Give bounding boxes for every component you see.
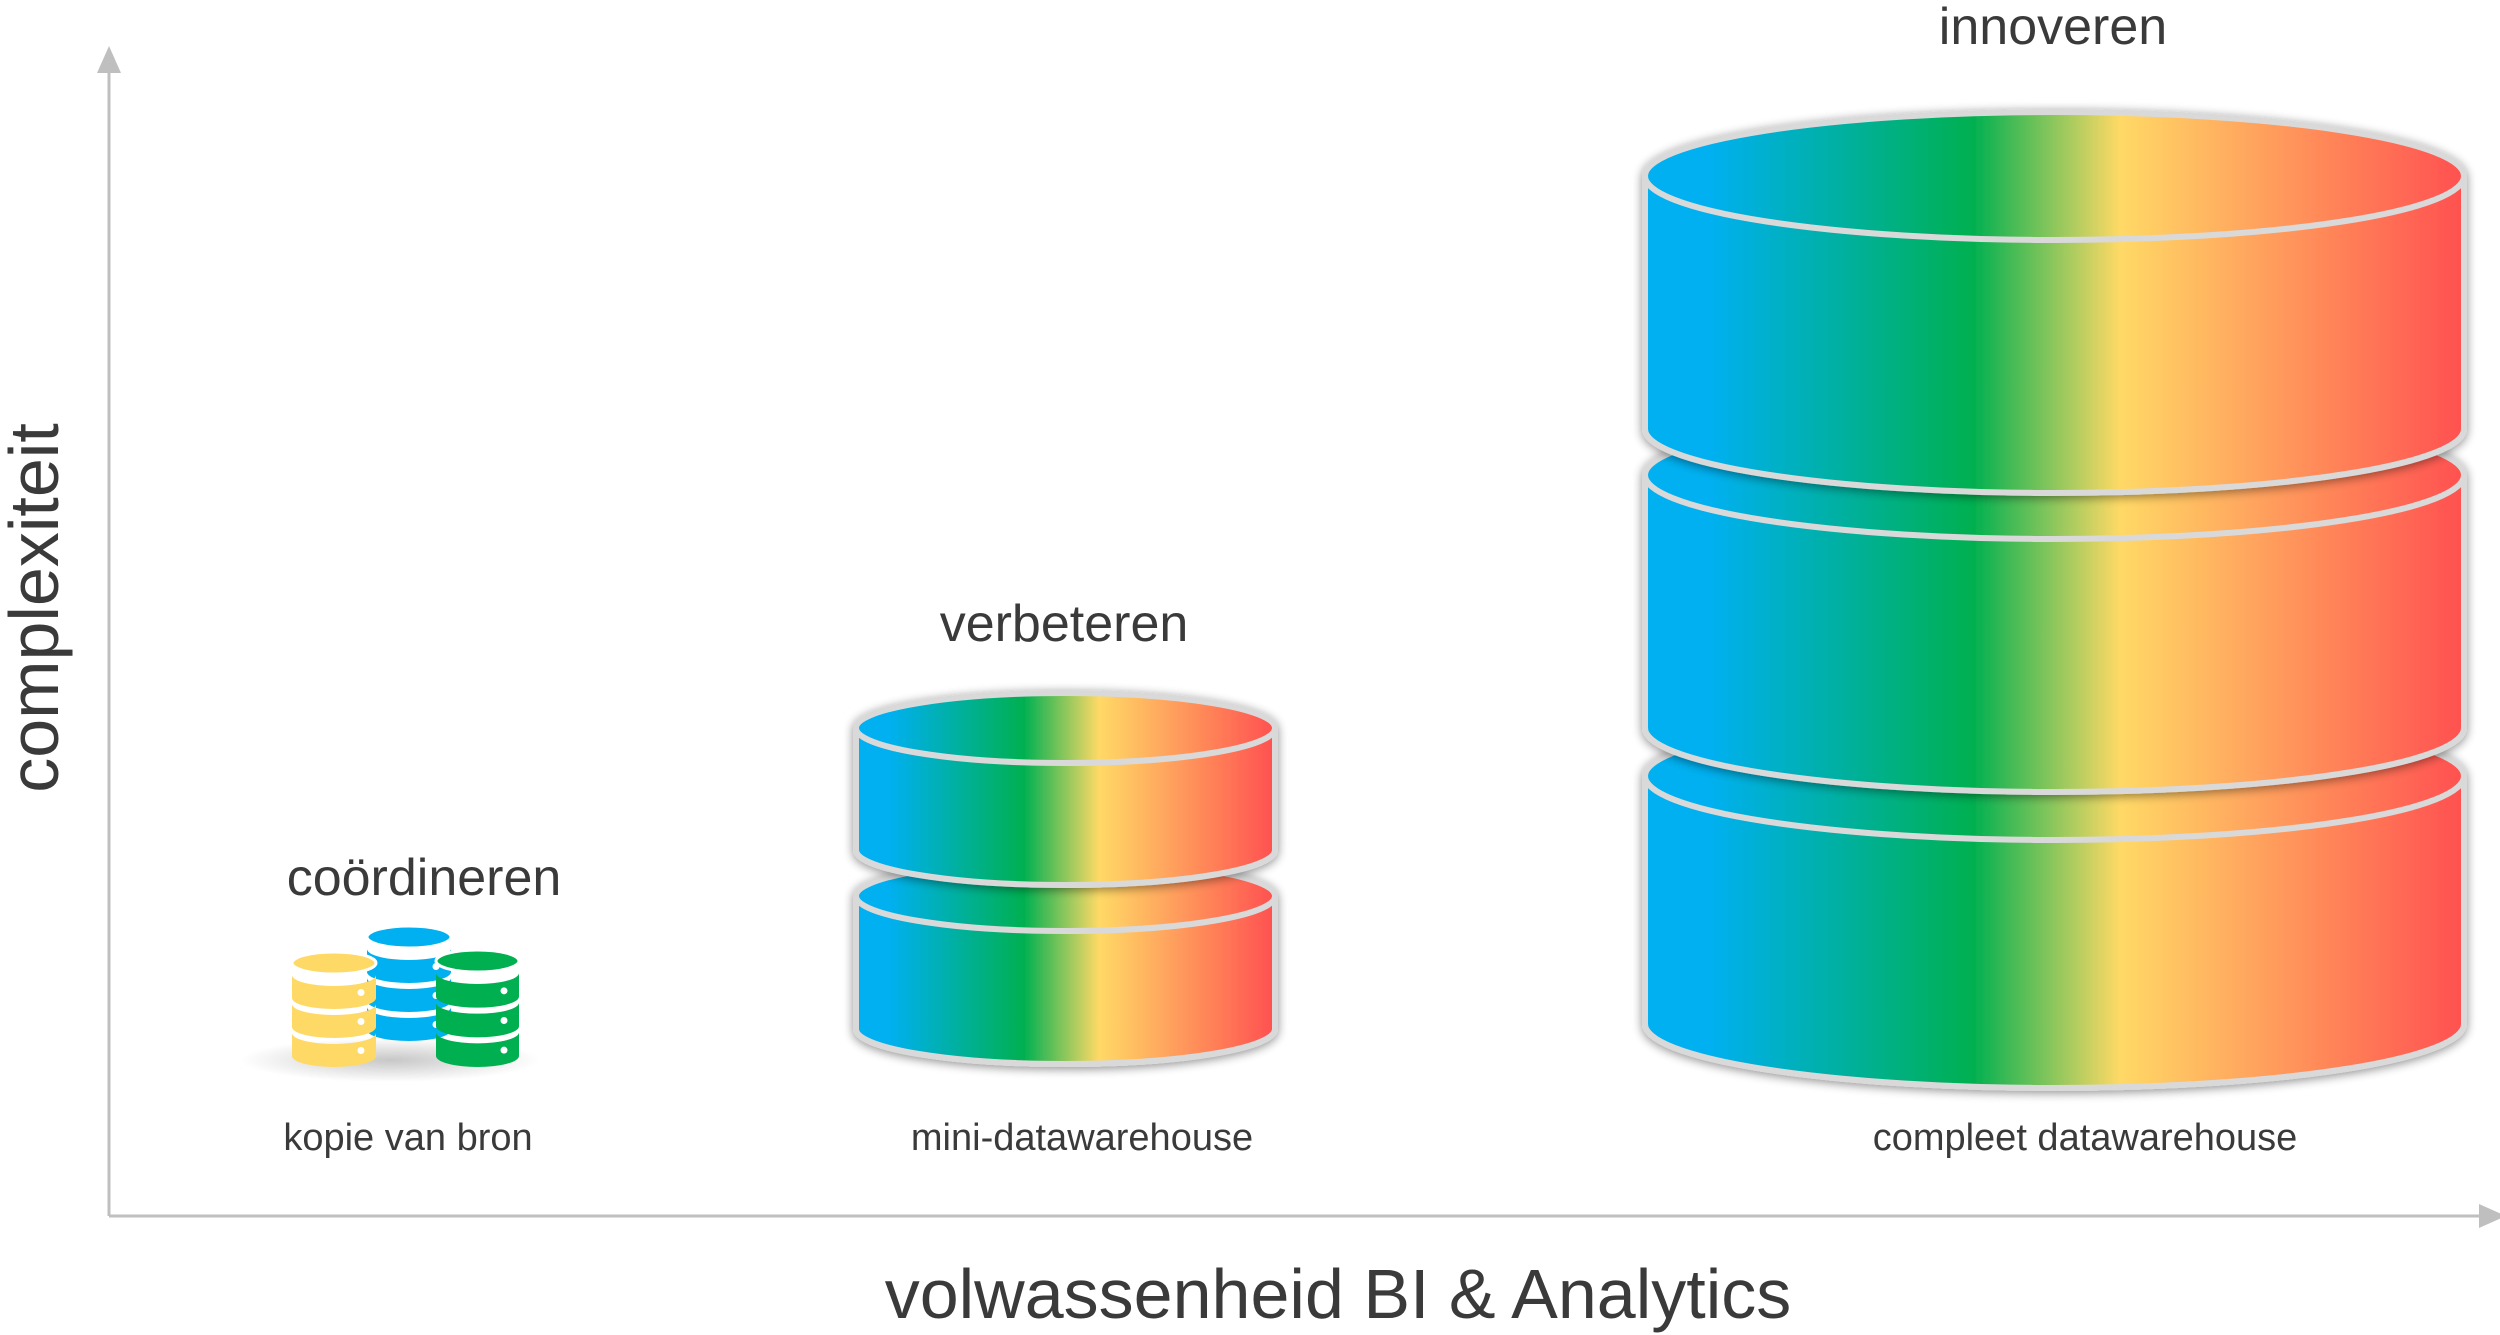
x-axis-label: volwassenheid BI & Analytics [885,1255,1792,1333]
stage-coordineren: coördineren kopie van bron [240,849,561,1159]
stage-innoveren: innoveren compleet datawarehouse [1642,0,2467,1159]
database-cylinder-icon [853,690,1278,1067]
cylinder-layer [853,690,1278,888]
database-icon [434,948,521,1067]
database-icon [290,950,378,1067]
cylinder-layer [1642,109,2467,496]
stage-label: mini-datawarehouse [911,1117,1253,1159]
stage-label: compleet datawarehouse [1873,1117,2298,1159]
y-axis-label: complexiteit [0,423,73,793]
stage-title: verbeteren [940,595,1189,653]
stage-label: kopie van bron [283,1117,532,1159]
stage-verbeteren: verbeteren mini-datawarehouse [853,595,1278,1159]
database-cylinder-icon [1642,109,2467,1091]
stage-title: innoveren [1939,0,2167,56]
cylinder-layer [853,858,1278,1067]
stage-title: coördineren [287,849,562,907]
database-stack-icon [240,924,540,1082]
